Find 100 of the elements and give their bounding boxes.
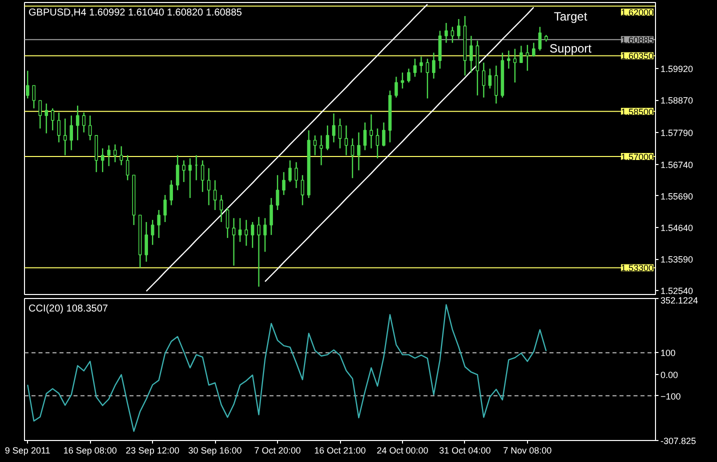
ref-line-label: 1.58500 [620, 106, 654, 117]
candlestick [57, 112, 61, 143]
ref-line-label: 1.60885 [620, 35, 654, 46]
candlestick [444, 22, 448, 44]
candlestick [376, 128, 380, 159]
ref-line-label: 1.53300 [620, 263, 654, 274]
x-tick-label: 16 Sep 08:00 [63, 446, 117, 456]
text: GBPUSD,H4 1.60992 1.61040 1.60820 1.60885 [28, 8, 242, 18]
y-tick-label: 1.56740 [660, 160, 694, 170]
candlestick [470, 35, 473, 74]
candlestick [232, 218, 236, 266]
candlestick [238, 218, 242, 242]
candlestick [494, 65, 498, 104]
candlestick [76, 105, 80, 141]
candlestick [400, 72, 404, 90]
candlestick [213, 180, 217, 211]
x-tick-label: 9 Sep 2011 [4, 446, 50, 456]
candlestick [513, 48, 517, 84]
candlestick [488, 68, 492, 90]
candlestick [82, 112, 86, 134]
candlestick [32, 84, 36, 109]
y-tick-label: −100 [660, 391, 681, 402]
candlestick [157, 209, 160, 239]
y-tick-label: 1.59920 [660, 64, 694, 74]
y-tick-label: 0.00 [660, 370, 678, 380]
x-tick-label: 23 Sep 12:00 [126, 446, 180, 456]
candlestick [294, 162, 298, 189]
candlestick [394, 76, 398, 98]
candlestick [450, 26, 454, 44]
y-tick-label: 1.54640 [660, 222, 694, 233]
candlestick [38, 100, 42, 130]
annotation: Support [549, 42, 592, 56]
candlestick [70, 114, 74, 151]
y-tick-label: 1.55690 [660, 191, 694, 202]
candlestick [176, 154, 180, 191]
candlestick [257, 216, 260, 288]
candlestick [350, 138, 354, 179]
candlestick [270, 197, 273, 236]
candlestick [507, 50, 510, 70]
annotation: Target [554, 10, 588, 24]
candlestick [532, 42, 536, 58]
candlestick [432, 52, 436, 80]
candlestick [282, 172, 286, 196]
candlestick [300, 174, 304, 206]
candlestick [220, 194, 223, 223]
candlestick [200, 160, 204, 193]
candlestick [226, 207, 230, 239]
candlestick [326, 124, 330, 151]
candlestick [413, 58, 417, 78]
line-series [264, 6, 534, 282]
x-tick-label: 24 Oct 00:00 [376, 446, 428, 456]
candlestick [170, 180, 173, 206]
text: CCI(20) 108.3507 [28, 304, 108, 314]
candlestick [426, 58, 430, 100]
ref-line-label: 1.60350 [620, 51, 654, 62]
line-series [27, 304, 547, 432]
candlestick [357, 132, 360, 171]
candlestick [50, 108, 54, 131]
candlestick [182, 160, 186, 183]
candlestick [332, 112, 336, 143]
candlestick [144, 221, 148, 262]
candlestick [420, 56, 423, 74]
candlestick [363, 122, 367, 151]
candlestick [407, 68, 410, 84]
candlestick [320, 134, 323, 166]
candlestick [370, 114, 373, 149]
candlestick [382, 122, 386, 147]
candlestick [338, 118, 342, 149]
y-tick-label: 1.53590 [660, 254, 694, 265]
candlestick [126, 154, 130, 181]
y-tick-label: 1.52540 [660, 286, 694, 296]
candlestick [538, 26, 542, 52]
y-tick-label: 1.58870 [660, 96, 694, 106]
candlestick [63, 118, 67, 156]
x-tick-label: 16 Oct 21:00 [314, 446, 366, 456]
y-tick-label: 100 [660, 348, 676, 358]
candlestick [276, 174, 280, 211]
candlestick [288, 160, 292, 183]
candlestick [88, 114, 92, 141]
y-tick-label: -307.825 [660, 436, 696, 446]
candlestick [150, 219, 154, 246]
candlestick [457, 18, 460, 40]
candlestick [520, 45, 523, 64]
candlestick [26, 70, 30, 100]
candlestick [482, 62, 486, 98]
ref-line-label: 1.62000 [620, 8, 654, 18]
x-tick-label: 31 Oct 04:00 [439, 446, 491, 456]
candlestick [163, 194, 167, 223]
x-tick-label: 7 Nov 08:00 [503, 446, 552, 456]
candlestick [107, 144, 110, 167]
x-tick-label: 30 Sep 16:00 [188, 446, 242, 456]
candlestick [100, 148, 104, 173]
y-tick-label: 1.57790 [660, 128, 694, 138]
candlestick [120, 146, 123, 166]
candlestick [250, 221, 254, 248]
candlestick [263, 218, 267, 252]
y-tick-label: 352.1224 [660, 296, 698, 306]
ref-line-label: 1.57000 [620, 152, 654, 162]
candlestick [44, 102, 48, 134]
candlestick [344, 124, 348, 156]
